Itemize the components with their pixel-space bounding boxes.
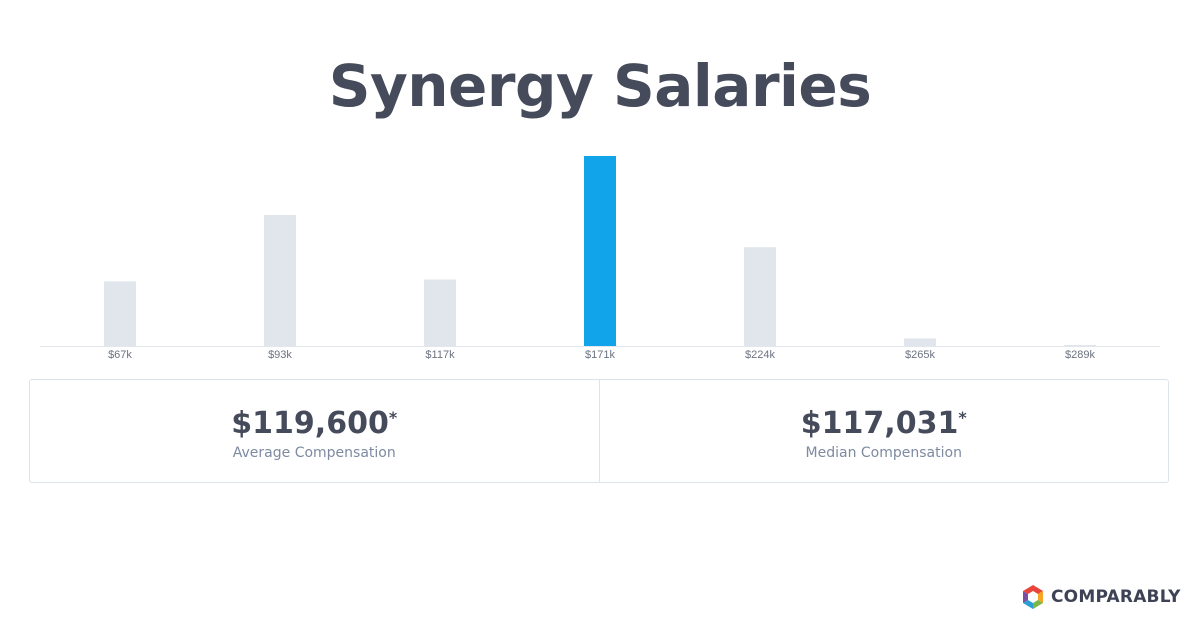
x-tick-label-2: $117k — [425, 349, 455, 361]
comparably-logo-icon — [1023, 585, 1043, 609]
bar-3 — [584, 156, 616, 346]
x-tick-label-0: $67k — [108, 349, 132, 361]
x-tick-label-4: $224k — [745, 349, 775, 361]
average-compensation-label: Average Compensation — [232, 445, 396, 461]
compensation-stats: $119,600* Average Compensation $117,031*… — [29, 379, 1169, 483]
median-asterisk: * — [958, 408, 967, 427]
average-compensation-value: $119,600* — [30, 406, 599, 441]
median-value: $117,031 — [800, 406, 959, 441]
x-tick-label-1: $93k — [268, 349, 292, 361]
x-tick-label-5: $265k — [905, 349, 935, 361]
comparably-brand[interactable]: COMPARABLY — [1020, 584, 1181, 610]
salary-histogram: $67k $93k $117k $171k $224k $265k $289k — [40, 156, 1160, 361]
x-tick-label-6: $289k — [1065, 349, 1095, 361]
page-title: Synergy Salaries — [328, 52, 872, 120]
bar-0 — [104, 281, 136, 346]
average-value: $119,600 — [231, 406, 389, 441]
bar-1 — [264, 214, 296, 346]
bar-2 — [424, 279, 456, 346]
median-compensation: $117,031* Median Compensation — [598, 380, 1169, 482]
median-compensation-value: $117,031* — [600, 406, 1169, 441]
brand-name: COMPARABLY — [1051, 587, 1181, 607]
bar-5 — [904, 338, 936, 346]
average-asterisk: * — [388, 408, 398, 427]
median-compensation-label: Median Compensation — [805, 445, 962, 461]
bar-6 — [1064, 345, 1096, 346]
average-compensation: $119,600* Average Compensation — [30, 380, 599, 482]
x-tick-label-3: $171k — [585, 349, 615, 361]
bar-4 — [744, 247, 776, 346]
